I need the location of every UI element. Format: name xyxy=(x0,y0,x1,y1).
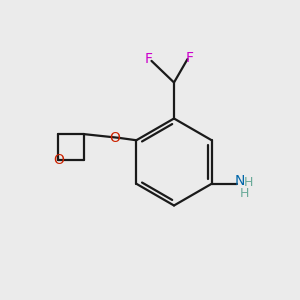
Text: O: O xyxy=(109,131,120,145)
Text: F: F xyxy=(145,52,153,66)
Text: O: O xyxy=(53,153,64,166)
Text: F: F xyxy=(186,51,194,64)
Text: N: N xyxy=(235,174,245,188)
Text: H: H xyxy=(239,187,249,200)
Text: H: H xyxy=(244,176,253,189)
